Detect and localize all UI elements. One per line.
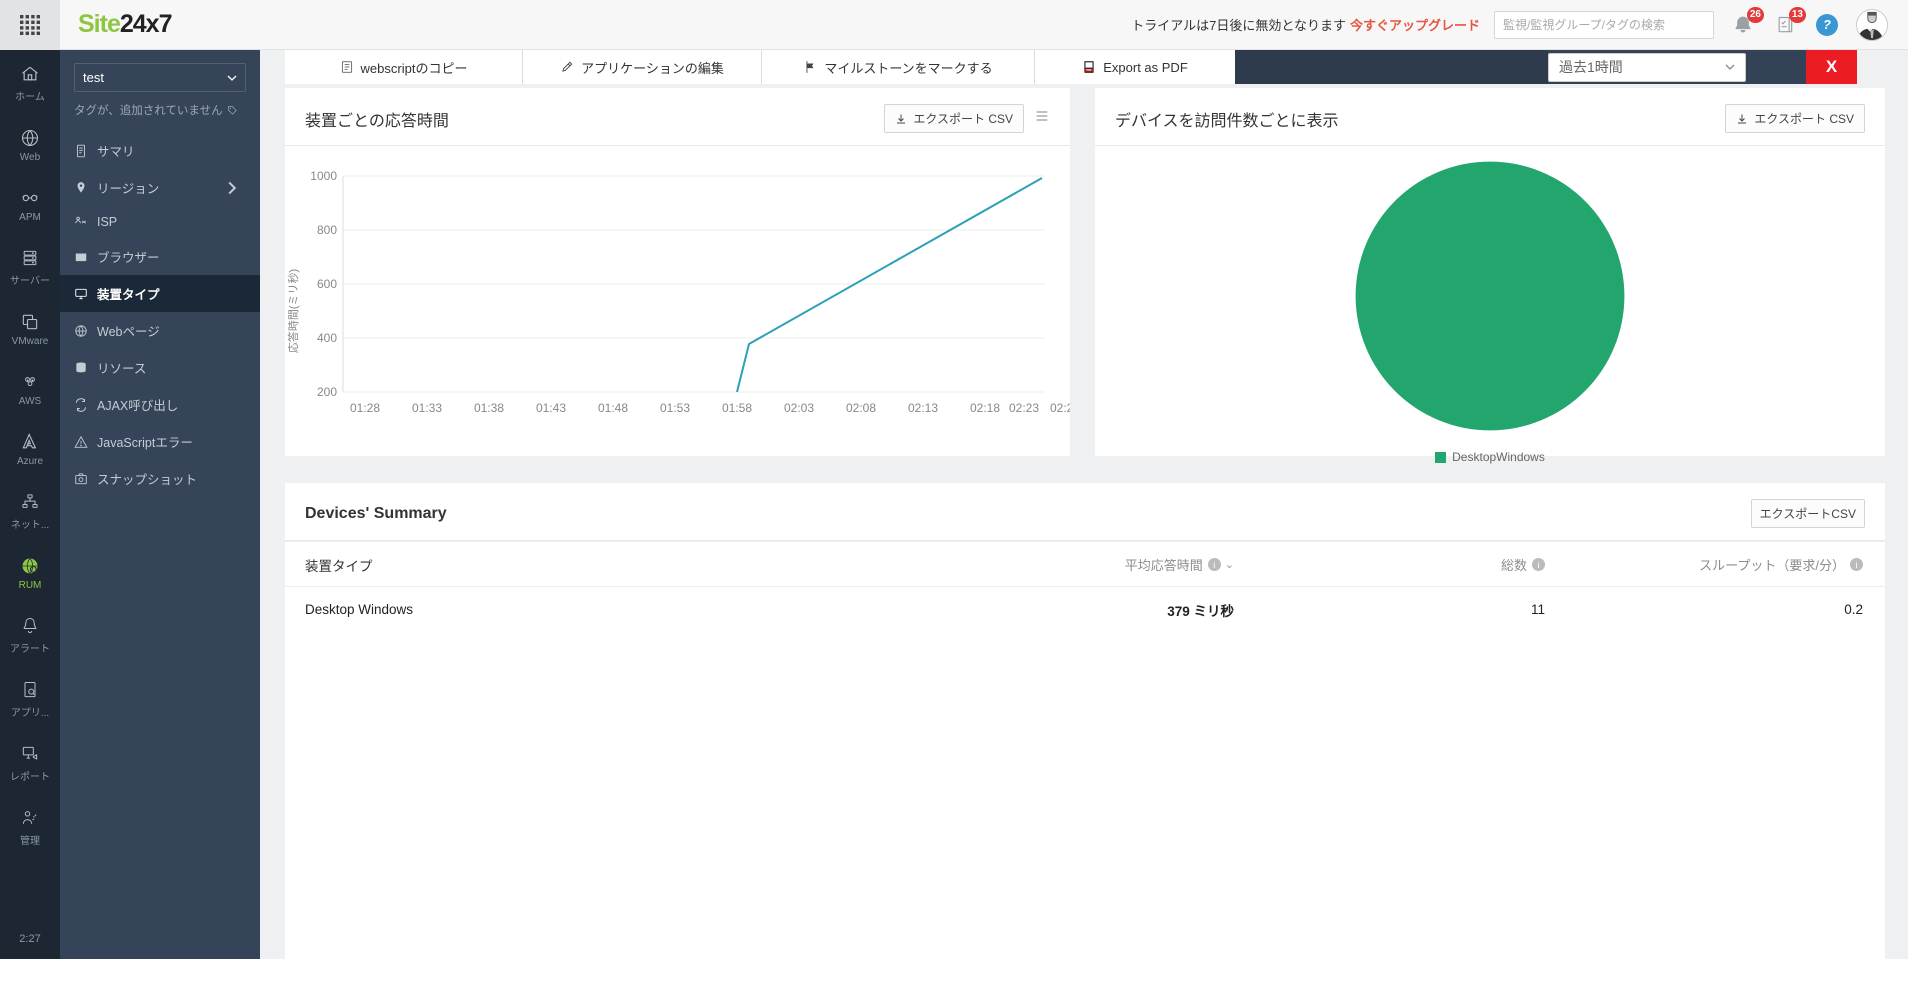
svg-text:02:28: 02:28 bbox=[1050, 401, 1070, 415]
svg-text:01:28: 01:28 bbox=[350, 401, 380, 415]
svg-text:01:43: 01:43 bbox=[536, 401, 566, 415]
svg-text:02:18: 02:18 bbox=[970, 401, 1000, 415]
svg-text:02:08: 02:08 bbox=[846, 401, 876, 415]
svg-text:02:13: 02:13 bbox=[908, 401, 938, 415]
svg-text:01:38: 01:38 bbox=[474, 401, 504, 415]
svg-text:02:23: 02:23 bbox=[1009, 401, 1039, 415]
svg-text:1000: 1000 bbox=[310, 169, 337, 183]
svg-text:02:03: 02:03 bbox=[784, 401, 814, 415]
svg-text:400: 400 bbox=[317, 331, 337, 345]
svg-text:800: 800 bbox=[317, 223, 337, 237]
svg-text:01:53: 01:53 bbox=[660, 401, 690, 415]
svg-text:200: 200 bbox=[317, 385, 337, 399]
svg-text:600: 600 bbox=[317, 277, 337, 291]
svg-text:01:33: 01:33 bbox=[412, 401, 442, 415]
svg-text:01:58: 01:58 bbox=[722, 401, 752, 415]
svg-text:01:48: 01:48 bbox=[598, 401, 628, 415]
svg-text:応答時間(ミリ秒): 応答時間(ミリ秒) bbox=[286, 269, 300, 353]
svg-text:PDF: PDF bbox=[1087, 68, 1093, 72]
